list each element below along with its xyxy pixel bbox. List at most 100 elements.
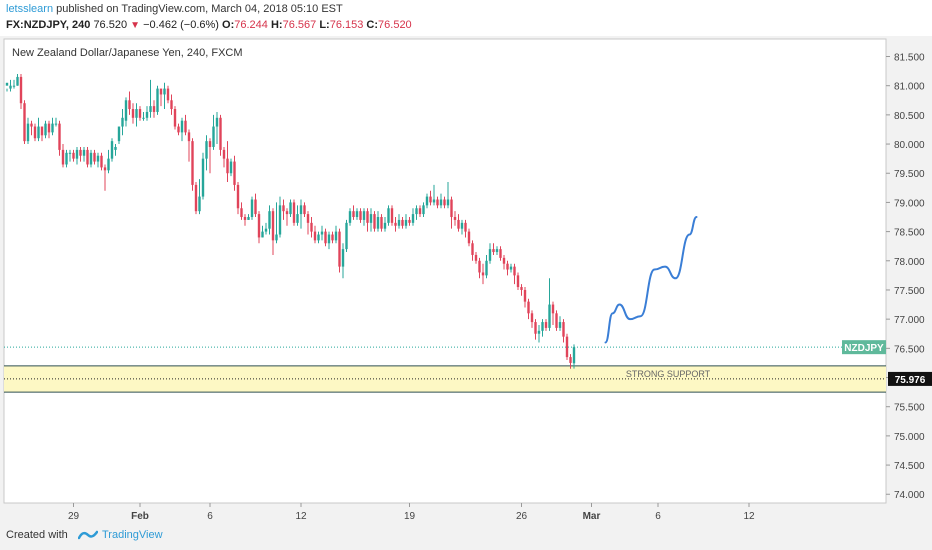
candle-body-down xyxy=(373,214,376,229)
candle-body-down xyxy=(401,219,404,226)
candle-body-down xyxy=(30,123,33,127)
candle-body-down xyxy=(303,205,306,215)
publish-info: letsslearn published on TradingView.com,… xyxy=(6,3,343,15)
candle-body-up xyxy=(12,85,16,87)
high-label: H: xyxy=(270,19,283,31)
candle-body-up xyxy=(124,100,128,121)
y-tick-label: 78.500 xyxy=(894,228,925,239)
candle-body-down xyxy=(338,231,341,267)
candle-body-down xyxy=(436,199,439,206)
candle-body-up xyxy=(44,123,47,136)
candle-body-down xyxy=(429,196,432,203)
candle-body-down xyxy=(352,211,355,218)
candle-body-up xyxy=(96,155,100,162)
candle-body-up xyxy=(114,146,117,150)
x-tick-label: 6 xyxy=(655,511,661,520)
candle-body-down xyxy=(166,88,170,101)
candle-body-down xyxy=(226,158,229,174)
x-tick-label: 6 xyxy=(207,511,213,520)
candle-body-up xyxy=(121,117,124,127)
candle-body-down xyxy=(506,263,509,270)
candle-body-down xyxy=(159,88,163,95)
y-tick-label: 80.500 xyxy=(894,111,925,122)
x-tick-label: Feb xyxy=(131,511,149,520)
y-tick-label: 79.500 xyxy=(894,169,925,180)
username-link[interactable]: letsslearn xyxy=(6,3,54,15)
price-chart[interactable]: New Zealand Dollar/Japanese Yen, 240, FX… xyxy=(0,36,932,520)
candle-body-up xyxy=(341,249,345,267)
candle-body-up xyxy=(54,123,58,125)
x-tick-label: 19 xyxy=(404,511,416,520)
candle-body-up xyxy=(404,219,408,226)
candle-body-up xyxy=(572,347,576,364)
candle-body-down xyxy=(236,184,240,209)
candle-body-down xyxy=(292,202,296,223)
candle-body-up xyxy=(215,117,219,127)
chart-overlays: NZDJPY 75.976 xyxy=(4,216,932,386)
candle-body-down xyxy=(93,152,96,162)
candle-body-down xyxy=(285,211,289,215)
candle-body-down xyxy=(471,243,474,255)
candle-body-up xyxy=(422,205,425,215)
x-tick-label: Mar xyxy=(583,511,601,520)
candle-body-down xyxy=(222,149,226,159)
candle-body-up xyxy=(299,205,303,215)
y-tick-label: 81.000 xyxy=(894,82,925,93)
candle-body-down xyxy=(86,149,89,165)
candle-body-up xyxy=(82,149,86,156)
symbol-label: FX:NZDJPY, 240 xyxy=(6,19,91,31)
candle-body-up xyxy=(320,231,324,235)
candle-body-up xyxy=(37,126,40,139)
candle-body-down xyxy=(464,222,467,232)
nzdjpy-badge-label: NZDJPY xyxy=(844,343,884,354)
candle-body-down xyxy=(173,109,177,127)
candle-body-up xyxy=(548,304,551,328)
candle-body-up xyxy=(5,82,9,86)
candle-body-up xyxy=(201,158,205,197)
candle-body-down xyxy=(481,272,485,276)
candle-body-down xyxy=(359,211,362,220)
candle-body-down xyxy=(310,222,313,232)
nzdjpy-price-badge xyxy=(842,340,886,355)
candle-body-down xyxy=(478,260,481,273)
candle-body-up xyxy=(537,330,541,334)
support-zone-label: STRONG SUPPORT xyxy=(626,369,711,379)
y-tick-label: 79.000 xyxy=(894,198,925,209)
candle-body-up xyxy=(541,322,544,331)
published-text: published on TradingView.com, March 04, … xyxy=(53,3,343,15)
down-arrow-icon: ▼ xyxy=(130,20,141,31)
candle-body-up xyxy=(296,214,299,223)
candle-body-down xyxy=(208,141,212,147)
candle-body-down xyxy=(233,161,236,185)
close-label: C: xyxy=(366,19,379,31)
candle-body-up xyxy=(411,214,415,223)
candle-body-down xyxy=(72,152,75,159)
candle-body-up xyxy=(355,211,359,218)
candle-body-up xyxy=(446,199,450,206)
candle-body-up xyxy=(383,222,387,229)
candle-body-down xyxy=(187,132,191,142)
support-price-badge xyxy=(888,371,932,386)
created-with-label: Created with xyxy=(6,529,68,541)
candle-body-up xyxy=(439,199,443,206)
candle-body-up xyxy=(369,214,373,223)
candle-body-down xyxy=(569,357,572,363)
x-tick-label: 29 xyxy=(68,511,80,520)
candle-body-down xyxy=(58,123,61,150)
candle-body-up xyxy=(425,196,429,206)
candle-body-up xyxy=(250,199,254,218)
candle-body-down xyxy=(527,301,530,314)
candle-body-up xyxy=(345,222,348,250)
candle-body-up xyxy=(376,217,380,229)
candle-body-down xyxy=(530,313,534,323)
candle-body-up xyxy=(205,141,208,159)
low-value: 76.153 xyxy=(329,19,364,31)
candle-body-down xyxy=(243,217,247,220)
candle-body-down xyxy=(516,275,520,288)
candle-body-down xyxy=(152,106,156,112)
candle-body-down xyxy=(513,266,516,276)
y-tick-label: 77.500 xyxy=(894,286,925,297)
tradingview-brand-link[interactable]: TradingView xyxy=(102,529,163,541)
candle-body-down xyxy=(408,219,411,223)
candle-body-up xyxy=(268,211,271,229)
